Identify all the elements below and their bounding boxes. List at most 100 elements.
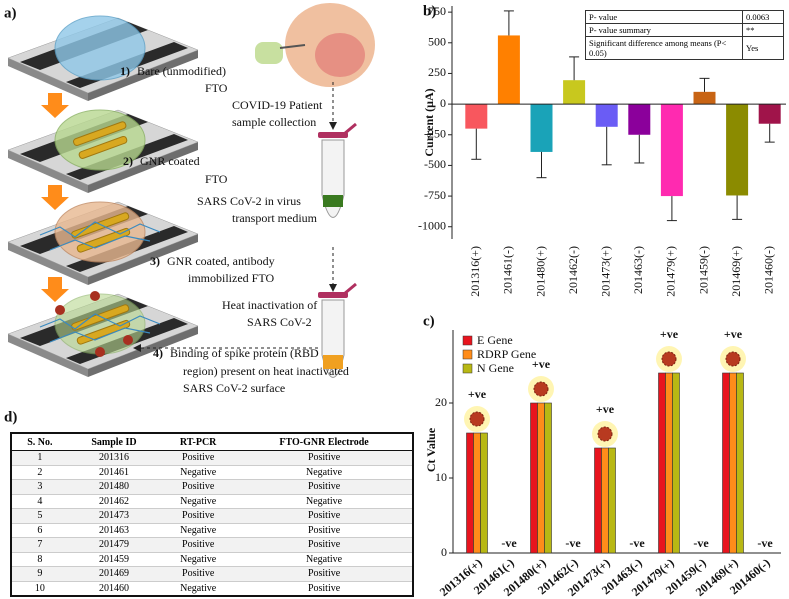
table-cell: Positive <box>236 537 413 553</box>
x-tick-label: 201480(+) <box>533 246 547 297</box>
bar <box>544 402 552 554</box>
table-cell: Positive <box>160 566 237 582</box>
annotation: +ve <box>532 357 551 371</box>
bar <box>473 432 481 554</box>
table-row: 8 201459 Negative Negative <box>11 552 413 567</box>
x-tick-label: 201316(+) <box>468 246 482 297</box>
step-text: immobilized FTO <box>188 271 274 285</box>
table-cell: Positive <box>236 581 413 597</box>
bar <box>672 372 680 554</box>
table-cell: 201469 <box>67 566 161 582</box>
step-text: GNR coated <box>140 154 200 168</box>
header-cell: Sample ID <box>67 433 161 451</box>
table-cell: 201479 <box>67 537 161 553</box>
annotation: +ve <box>468 387 487 401</box>
y-tick-label: 750 <box>428 4 446 18</box>
table-cell: 201463 <box>67 523 161 538</box>
table-cell: 4 <box>11 494 68 509</box>
panel-label: c) <box>423 313 435 329</box>
table-row: 3 201480 Positive Positive <box>11 479 413 495</box>
panel-label: b) <box>423 3 436 19</box>
stats-cell: Yes <box>742 36 784 60</box>
step-text: GNR coated, antibody <box>167 254 275 268</box>
bar <box>729 372 737 554</box>
virus-icon <box>661 351 677 367</box>
table-row: 2 201461 Negative Negative <box>11 465 413 480</box>
step-number: 2) <box>123 154 133 168</box>
bar <box>665 372 673 554</box>
table-cell: 201461 <box>67 465 161 480</box>
bar <box>530 104 553 152</box>
bar <box>537 402 545 554</box>
bar <box>628 104 651 135</box>
panel-label: a) <box>4 5 17 21</box>
bar <box>722 372 730 554</box>
table-row: 7 201479 Positive Positive <box>11 537 413 553</box>
stats-row: Significant difference among means (P< 0… <box>585 36 784 60</box>
annotation: +ve <box>596 402 615 416</box>
header-cell: RT-PCR <box>160 433 237 451</box>
diagram-illustration <box>7 3 375 379</box>
table-cell: 1 <box>11 450 68 466</box>
y-tick-label: 0 <box>441 545 447 559</box>
y-axis-label: Ct Value <box>424 427 438 472</box>
note-text: Heat inactivation of <box>222 298 317 312</box>
table-cell: 201316 <box>67 450 161 466</box>
annotation: -ve <box>629 536 645 550</box>
step-number: 4) <box>153 346 163 360</box>
step-text: Binding of spike protein (RBD <box>170 346 319 360</box>
table-cell: Positive <box>160 508 237 524</box>
stats-cell: Significant difference among means (P< 0… <box>585 36 743 60</box>
bar <box>601 447 609 554</box>
y-axis-label: Current (μA) <box>422 88 436 156</box>
y-tick-label: -250 <box>424 127 446 141</box>
table-cell: 201480 <box>67 479 161 495</box>
annotation: -ve <box>757 536 773 550</box>
table-cell: Negative <box>236 465 413 480</box>
stats-cell: P- value <box>585 10 743 24</box>
legend-swatch <box>462 363 473 374</box>
table-cell: Negative <box>236 494 413 509</box>
note-text: transport medium <box>232 211 318 225</box>
x-tick-label: 201461(-) <box>501 246 515 294</box>
table-cell: 201459 <box>67 552 161 567</box>
header-cell: FTO-GNR Electrode <box>236 433 413 451</box>
virus-icon <box>469 411 485 427</box>
table-cell: 6 <box>11 523 68 538</box>
x-tick-label: 201469(+) <box>729 246 743 297</box>
table-cell: Positive <box>236 508 413 524</box>
step-text: FTO <box>205 172 228 186</box>
table-cell: Negative <box>160 552 237 567</box>
bar <box>563 80 586 105</box>
table-row: 10 201460 Negative Positive <box>11 581 413 597</box>
table-cell: 9 <box>11 566 68 582</box>
table-cell: 201460 <box>67 581 161 597</box>
bar <box>758 104 781 124</box>
table-cell: 201473 <box>67 508 161 524</box>
bar <box>608 447 616 554</box>
table-cell: Positive <box>160 450 237 466</box>
bar <box>480 432 488 554</box>
y-tick-label: 250 <box>428 65 446 79</box>
bar <box>693 91 716 105</box>
virus-icon <box>725 351 741 367</box>
bar <box>497 35 520 105</box>
stats-row: P- value summary ** <box>585 23 784 37</box>
step-text: region) present on heat inactivated <box>183 364 349 378</box>
stats-cell: ** <box>742 23 784 37</box>
bar <box>658 372 666 554</box>
step-number: 3) <box>150 254 160 268</box>
table-cell: Negative <box>236 552 413 567</box>
table-cell: 5 <box>11 508 68 524</box>
virus-icon <box>597 426 613 442</box>
table-row: 9 201469 Positive Positive <box>11 566 413 582</box>
x-tick-label: 201459(-) <box>696 246 710 294</box>
annotation: -ve <box>565 536 581 550</box>
note-text: sample collection <box>232 115 316 129</box>
note-text: SARS CoV-2 <box>247 315 312 329</box>
bar <box>465 104 488 129</box>
y-tick-label: -1000 <box>418 218 446 232</box>
table-row: 5 201473 Positive Positive <box>11 508 413 524</box>
virus-icon <box>533 381 549 397</box>
